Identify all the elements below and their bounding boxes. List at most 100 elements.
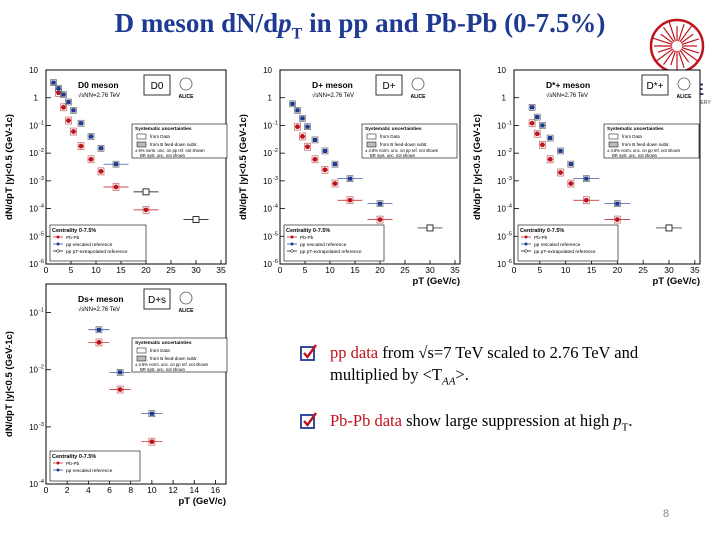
logo-ray xyxy=(679,49,690,63)
data-point-syst xyxy=(321,165,329,174)
data-point-syst xyxy=(116,385,124,394)
syst-note: ± 4.8% norm. unc. on pp ref. not shown xyxy=(607,148,681,153)
data-point-syst xyxy=(567,179,575,188)
y-tick-exponent: -3 xyxy=(39,422,44,428)
x-tick-label: 12 xyxy=(168,485,178,495)
y-tick-label: 10 xyxy=(263,149,272,158)
data-point xyxy=(295,108,300,113)
data-point-syst xyxy=(87,133,95,140)
x-tick-label: 6 xyxy=(107,485,112,495)
syst-box xyxy=(361,123,458,159)
data-point-syst xyxy=(70,127,77,136)
data-point xyxy=(66,118,71,123)
logo-ray xyxy=(655,48,674,62)
data-point xyxy=(56,86,61,91)
y-axis-label: dN/dpT |y|<0.5 (GeV-1c) xyxy=(4,331,15,437)
x-tick-label: 10 xyxy=(147,485,157,495)
x-tick-label: 2 xyxy=(65,485,70,495)
y-tick-exponent: -1 xyxy=(507,120,512,126)
x-tick-label: 0 xyxy=(278,265,283,275)
legend-entry: Pb-Pb xyxy=(300,235,314,241)
logo-ray xyxy=(681,46,700,54)
legend-entry: pp pT-extrapolated reference xyxy=(534,249,596,255)
data-point xyxy=(540,142,545,148)
syst-note: BR syst. unc. not shown xyxy=(140,367,186,372)
data-point-syst xyxy=(614,200,621,207)
mini-alice-icon xyxy=(179,77,193,91)
y-tick-label: 10 xyxy=(29,149,38,158)
logo-ray xyxy=(657,46,673,53)
legend-title: Centrality 0-7.5% xyxy=(520,228,564,234)
data-point xyxy=(535,114,540,120)
data-point xyxy=(529,105,535,110)
y-tick-label: 10 xyxy=(497,232,506,241)
legend-marker xyxy=(290,249,294,253)
y-tick-exponent: -6 xyxy=(39,259,44,265)
y-tick-exponent: -5 xyxy=(507,231,512,237)
y-tick-label: 10 xyxy=(497,205,506,214)
x-tick-label: 20 xyxy=(141,265,151,275)
data-point xyxy=(61,92,66,97)
syst-note: ± 4.8% norm. unc. on pp ref. not shown xyxy=(365,148,439,153)
logo-ray xyxy=(652,37,673,46)
legend-marker xyxy=(524,249,528,253)
mini-alice-label: ALICE xyxy=(677,94,693,100)
syst-swatch-data xyxy=(136,347,147,354)
legend-entry: pp pT-extrapolated reference xyxy=(66,249,128,255)
meson-box xyxy=(143,288,171,310)
legend-marker xyxy=(56,235,60,239)
syst-item: from Data xyxy=(622,134,642,139)
x-tick-label: 0 xyxy=(512,265,517,275)
data-point xyxy=(78,143,84,149)
y-tick-exponent: -3 xyxy=(39,176,44,182)
x-tick-label: 25 xyxy=(400,265,410,275)
mini-alice-label: ALICE xyxy=(179,94,195,100)
checkbox-icon xyxy=(300,412,317,430)
meson-box-label: D*+ xyxy=(647,81,664,92)
syst-box xyxy=(131,337,228,373)
data-point xyxy=(529,120,535,126)
plot-dstar-meson: 0 5 10 15 20 25 30 35 10 1 10 -1 10 -2 10 -3 10 -4 10 -5 10-… xyxy=(470,66,710,296)
bullet-text-part: AA xyxy=(441,375,456,388)
legend-entry: pp rescaled reference xyxy=(66,242,113,248)
y-tick-label: 10 xyxy=(263,177,272,186)
syst-item: from Data xyxy=(150,134,170,139)
syst-title: Systematic uncertainties xyxy=(135,126,192,132)
meson-box-label: D+ xyxy=(382,81,395,92)
syst-item: from Data xyxy=(150,348,170,353)
y-tick-exponent: -2 xyxy=(273,148,278,154)
logo-ray xyxy=(668,21,677,42)
x-tick-label: 10 xyxy=(91,265,101,275)
x-tick-label: 20 xyxy=(613,265,623,275)
y-tick-label: 10 xyxy=(29,423,38,432)
data-point-syst xyxy=(116,369,124,376)
y-tick-label: 10 xyxy=(29,480,38,489)
data-point-syst xyxy=(148,410,156,417)
x-tick-label: 25 xyxy=(638,265,648,275)
x-tick-label: 5 xyxy=(537,265,542,275)
mini-alice-icon xyxy=(411,77,425,91)
data-point xyxy=(347,197,353,203)
legend-marker xyxy=(56,461,60,465)
data-point-syst xyxy=(546,155,554,164)
data-point-syst xyxy=(557,147,564,155)
x-tick-label: 5 xyxy=(69,265,74,275)
legend-box xyxy=(517,224,619,262)
data-point-syst xyxy=(65,98,72,106)
logo-ray xyxy=(662,27,675,43)
data-point-syst xyxy=(112,160,120,168)
x-tick-label: 30 xyxy=(425,265,435,275)
data-point xyxy=(568,162,573,167)
data-point xyxy=(614,217,620,223)
data-point-syst xyxy=(533,129,541,138)
logo-ray xyxy=(660,33,674,44)
data-point-syst xyxy=(528,119,536,128)
y-tick-label: 10 xyxy=(497,177,506,186)
data-point xyxy=(88,134,94,139)
syst-swatch-feeddown xyxy=(136,141,147,148)
data-point xyxy=(347,176,353,181)
y-tick-label: 1 xyxy=(268,94,273,103)
